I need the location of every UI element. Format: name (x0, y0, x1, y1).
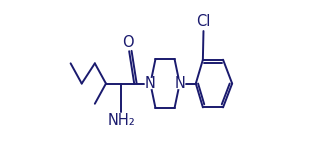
Text: NH₂: NH₂ (107, 113, 135, 128)
Circle shape (145, 78, 155, 89)
Text: Cl: Cl (196, 14, 211, 29)
Text: N: N (145, 76, 156, 91)
Circle shape (175, 78, 185, 89)
Text: O: O (122, 35, 134, 50)
Text: N: N (174, 76, 185, 91)
